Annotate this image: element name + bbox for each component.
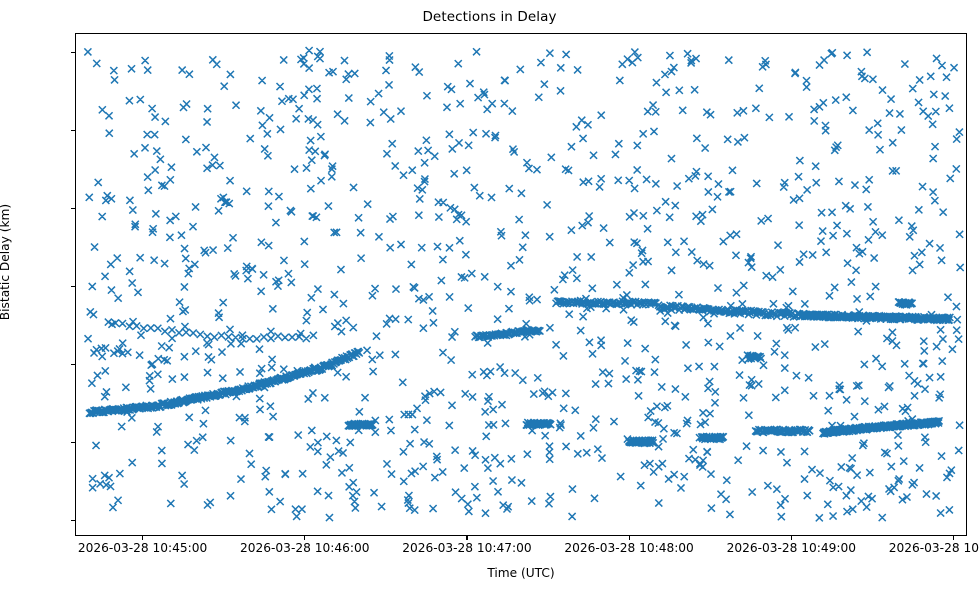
scatter-markers: [83, 46, 965, 522]
plot-area[interactable]: [75, 33, 967, 536]
x-tick-label: 2026-03-28 10:46:00: [240, 541, 370, 555]
x-tick-label: 2026-03-28 10:49:00: [726, 541, 857, 555]
y-tick-mark: [71, 51, 75, 54]
x-tick-mark: [952, 536, 955, 540]
x-tick-mark: [304, 536, 306, 540]
x-tick-label: 2026-03-28 10:47:00: [402, 541, 532, 555]
x-tick-label: 2026-03-28 10:48:00: [564, 541, 694, 555]
y-tick-mark: [71, 207, 75, 210]
x-tick-mark: [790, 536, 792, 540]
y-tick-mark: [71, 363, 75, 366]
y-tick-mark: [71, 129, 75, 132]
x-axis-label: Time (UTC): [487, 566, 555, 580]
y-tick-mark: [71, 285, 75, 288]
x-tick-mark: [466, 536, 468, 540]
x-tick-mark: [628, 536, 630, 540]
y-tick-mark: [71, 441, 75, 443]
x-tick-label: 2026-03-28 10:50:00: [888, 541, 979, 555]
x-tick-label: 2026-03-28 10:45:00: [77, 541, 208, 555]
x-tick-mark: [142, 536, 144, 540]
chart-title: Detections in Delay: [422, 9, 557, 25]
y-axis-label: Bistatic Delay (km): [0, 203, 12, 321]
y-tick-mark: [71, 519, 75, 521]
